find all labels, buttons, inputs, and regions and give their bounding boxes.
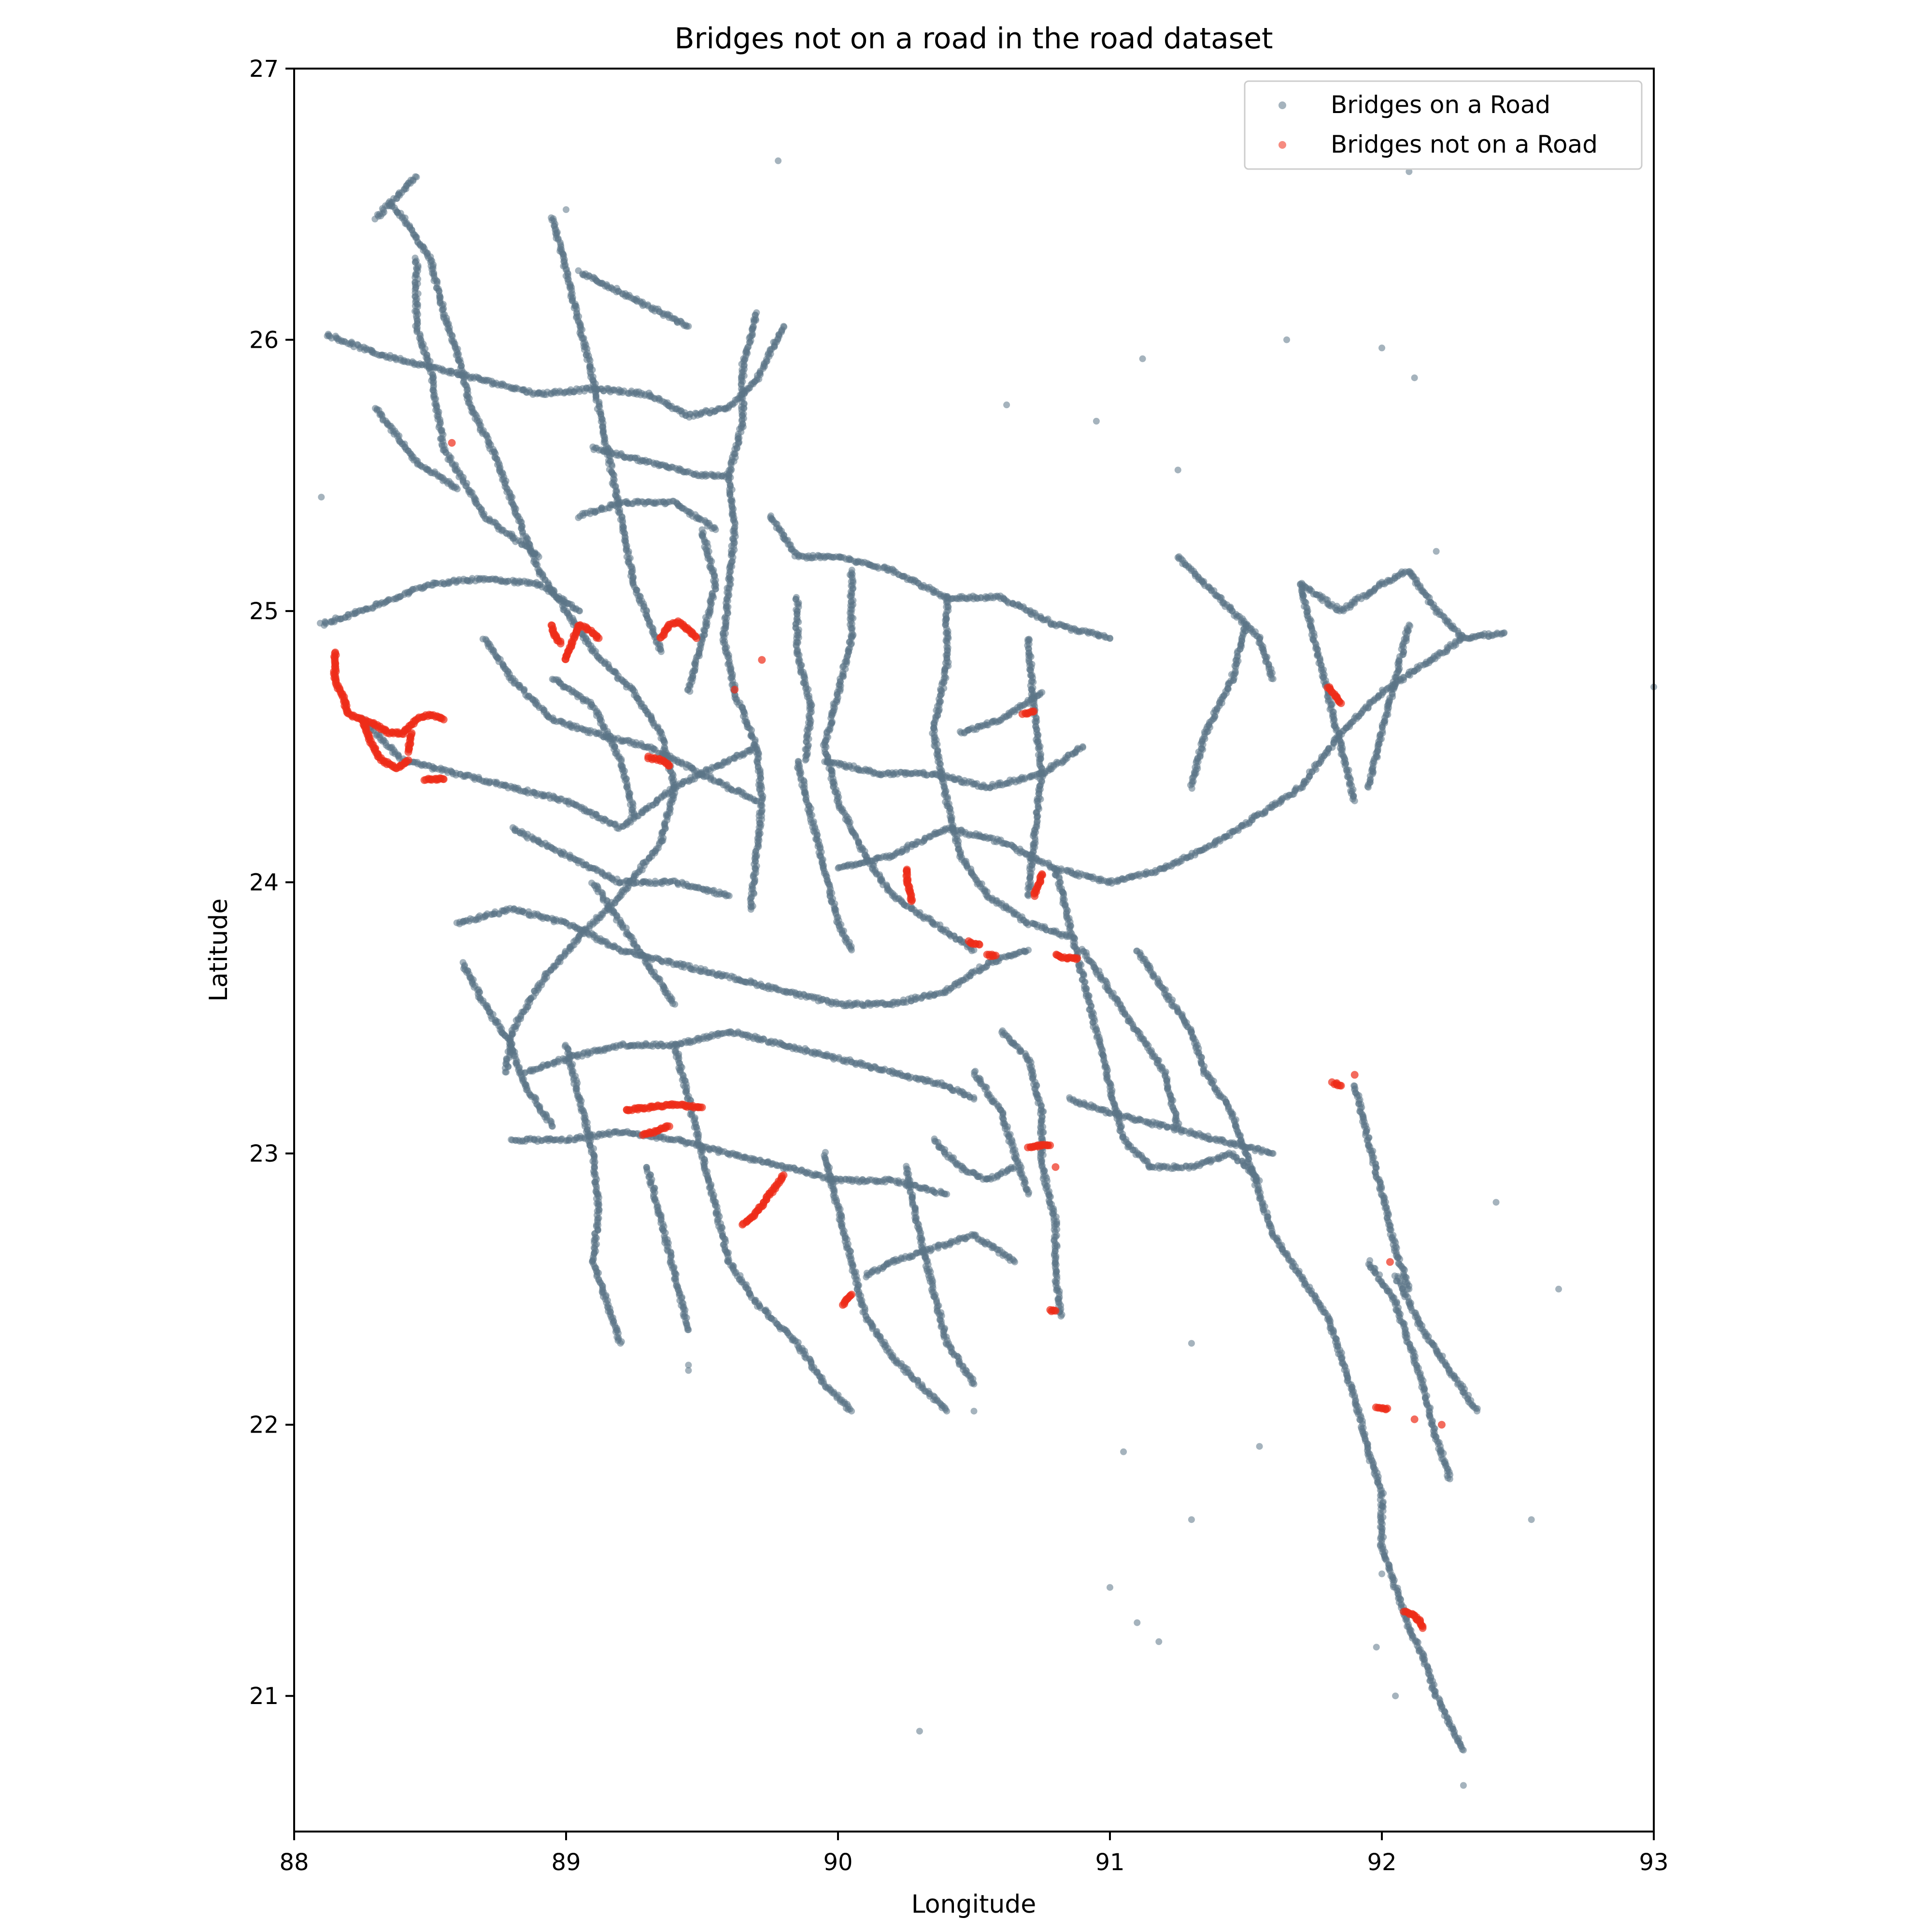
- bridge-point: [432, 395, 440, 402]
- bridge-point: [780, 323, 787, 330]
- bridge-point: [725, 892, 733, 899]
- bridge-point: [413, 173, 420, 181]
- bridge-point: [747, 906, 754, 913]
- bridge-point: [503, 1068, 510, 1076]
- bridge-point: [1025, 947, 1032, 953]
- series-bridges-on-road: [316, 157, 1657, 1789]
- bridge-point: [753, 797, 760, 805]
- bridge-point: [943, 1191, 951, 1198]
- bridge-point: [1011, 1258, 1018, 1265]
- bridge-point: [848, 1407, 855, 1415]
- chart-title: Bridges not on a road in the road datase…: [674, 22, 1273, 56]
- bridge-point: [970, 1095, 978, 1103]
- bridge-point: [848, 947, 855, 953]
- bridge-point: [658, 648, 665, 655]
- bridge-point: [712, 526, 719, 533]
- bridge-point: [535, 553, 542, 560]
- plot-area: [316, 157, 1657, 1789]
- bridge-point: [617, 1340, 624, 1347]
- bridge-point: [970, 1380, 978, 1388]
- bridge-point: [753, 743, 760, 750]
- bridge-point: [725, 472, 733, 479]
- bridge-point: [943, 1407, 951, 1415]
- bridge-point: [576, 608, 583, 615]
- bridge-point: [549, 1123, 556, 1130]
